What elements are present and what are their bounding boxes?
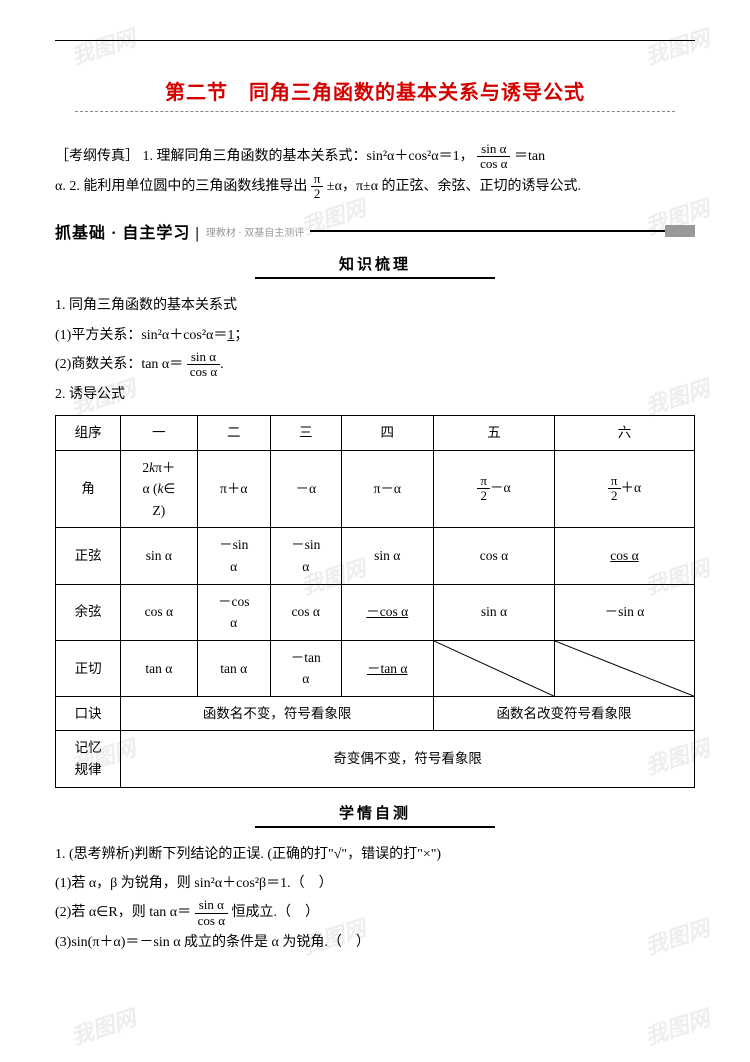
cell: π－α [341, 450, 433, 528]
cell: π2－α [433, 450, 554, 528]
k1b-fraction: sin α cos α [187, 350, 220, 380]
subheading-2: 学情自测 [55, 802, 695, 823]
cell: π2＋α [555, 450, 695, 528]
row-label-cos: 余弦 [56, 584, 121, 640]
section-band: 抓基础 · 自主学习 | 理教材 · 双基自主测评 [55, 219, 695, 243]
row-label-tan: 正切 [56, 640, 121, 696]
cell: cos α [555, 528, 695, 584]
kaogang-para: ［考纲传真］ 1. 理解同角三角函数的基本关系式：sin²α＋cos²α＝1， … [55, 142, 695, 172]
table-row: 正弦 sin α －sinα －sinα sin α cos α cos α [56, 528, 695, 584]
frac-num: sin α [187, 350, 220, 365]
q1b-b: 恒成立.（ ） [232, 905, 320, 920]
watermark: 我图网 [641, 1001, 714, 1052]
knowledge-1: 1. 同角三角函数的基本关系式 [55, 291, 695, 320]
row-label-koujue: 口诀 [56, 696, 121, 731]
cell: cos α [433, 528, 554, 584]
q1b-fraction: sin α cos α [195, 898, 228, 928]
cell: －cos α [341, 584, 433, 640]
dashed-separator [75, 111, 675, 112]
pi-over-2: π 2 [311, 172, 324, 202]
th-3: 三 [270, 415, 341, 450]
table-row: 口诀 函数名不变，符号看象限 函数名改变符号看象限 [56, 696, 695, 731]
cell: sin α [341, 528, 433, 584]
kg-line2-a: α. 2. 能利用单位圆中的三角函数线推导出 [55, 179, 307, 194]
table-row: 正切 tan α tan α －tanα －tan α [56, 640, 695, 696]
heavy-rule-1 [255, 277, 495, 279]
kg-text-1: 1. 理解同角三角函数的基本关系式：sin²α＋cos²α＝1， [143, 149, 474, 164]
cell: －tan α [341, 640, 433, 696]
row-label-sin: 正弦 [56, 528, 121, 584]
cell: tan α [197, 640, 270, 696]
koujue-2: 函数名改变符号看象限 [433, 696, 694, 731]
kaogang-para-2: α. 2. 能利用单位圆中的三角函数线推导出 π 2 ±α，π±α 的正弦、余弦… [55, 172, 695, 202]
kg-text-2: ＝tan [514, 149, 545, 164]
th-6: 六 [555, 415, 695, 450]
memo-cell: 奇变偶不变，符号看象限 [121, 731, 695, 787]
cell: tan α [121, 640, 197, 696]
table-row: 余弦 cos α －cosα cos α －cos α sin α －sin α [56, 584, 695, 640]
th-4: 四 [341, 415, 433, 450]
cell: cos α [270, 584, 341, 640]
top-rule [55, 40, 695, 41]
cell: －cosα [197, 584, 270, 640]
row-label-memo: 记忆规律 [56, 731, 121, 787]
question-1c: (3)sin(π＋α)＝－sin α 成立的条件是 α 为锐角.（ ） [55, 928, 695, 957]
table-row: 角 2kπ＋α (k∈Z) π＋α －α π－α π2－α π2＋α [56, 450, 695, 528]
diagonal-cell [433, 640, 554, 696]
frac-den: cos α [187, 365, 220, 379]
subheading-1: 知识梳理 [55, 253, 695, 274]
cell: －tanα [270, 640, 341, 696]
cell: －sinα [270, 528, 341, 584]
diagonal-line-icon [434, 641, 554, 696]
question-1b: (2)若 α∈R，则 tan α＝ sin α cos α 恒成立.（ ） [55, 898, 695, 928]
th-2: 二 [197, 415, 270, 450]
frac-den: cos α [477, 157, 510, 171]
heavy-rule-2 [255, 826, 495, 828]
k1b-text: (2)商数关系：tan α＝ [55, 357, 183, 372]
k1a-text: (1)平方关系：sin²α＋cos²α＝ [55, 328, 227, 343]
frac-den: 2 [311, 187, 324, 201]
cell: －sinα [197, 528, 270, 584]
band-title: 抓基础 · 自主学习 | [55, 219, 200, 243]
frac-num: sin α [477, 142, 510, 157]
cell: 2kπ＋α (k∈Z) [121, 450, 197, 528]
kg-line2-b: ±α，π±α 的正弦、余弦、正切的诱导公式. [327, 179, 581, 194]
frac-num: π [311, 172, 324, 187]
cell: π＋α [197, 450, 270, 528]
cell: cos α [121, 584, 197, 640]
kg-fraction: sin α cos α [477, 142, 510, 172]
q1b-a: (2)若 α∈R，则 tan α＝ [55, 905, 191, 920]
kaogang-label: ［考纲传真］ [55, 149, 139, 164]
frac-num: sin α [195, 898, 228, 913]
knowledge-2: 2. 诱导公式 [55, 380, 695, 409]
th-group: 组序 [56, 415, 121, 450]
band-subtitle: 理教材 · 双基自主测评 [206, 224, 304, 239]
th-5: 五 [433, 415, 554, 450]
band-bar [310, 230, 695, 232]
diagonal-line-icon [555, 641, 694, 696]
cell: sin α [121, 528, 197, 584]
cell: sin α [433, 584, 554, 640]
cell: －α [270, 450, 341, 528]
knowledge-1a: (1)平方关系：sin²α＋cos²α＝1； [55, 321, 695, 350]
cell: －sin α [555, 584, 695, 640]
question-1a: (1)若 α，β 为锐角，则 sin²α＋cos²β＝1.（ ） [55, 869, 695, 898]
diagonal-cell [555, 640, 695, 696]
k1b-end: . [220, 357, 224, 372]
th-1: 一 [121, 415, 197, 450]
koujue-1: 函数名不变，符号看象限 [121, 696, 434, 731]
table-row: 组序 一 二 三 四 五 六 [56, 415, 695, 450]
chapter-title: 第二节 同角三角函数的基本关系与诱导公式 [55, 76, 695, 105]
frac-den: cos α [195, 914, 228, 928]
watermark: 我图网 [67, 1001, 140, 1052]
knowledge-1b: (2)商数关系：tan α＝ sin α cos α . [55, 350, 695, 380]
row-label-angle: 角 [56, 450, 121, 528]
table-row: 记忆规律 奇变偶不变，符号看象限 [56, 731, 695, 787]
induction-formula-table: 组序 一 二 三 四 五 六 角 2kπ＋α (k∈Z) π＋α －α π－α … [55, 415, 695, 788]
question-1: 1. (思考辨析)判断下列结论的正误. (正确的打"√"，错误的打"×") [55, 840, 695, 869]
k1a-end: ； [234, 328, 248, 343]
